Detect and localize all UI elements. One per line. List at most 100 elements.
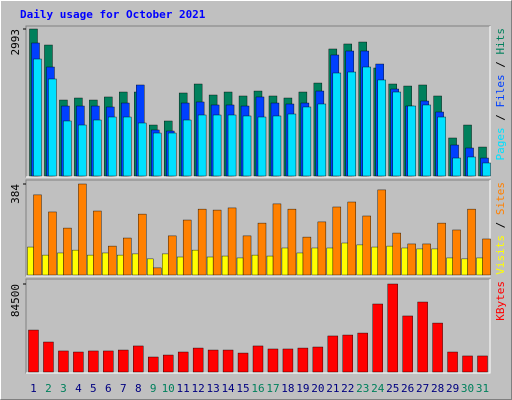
x-tick-label: 26 (401, 382, 414, 395)
bar (147, 258, 154, 276)
bar (287, 113, 297, 177)
bar (197, 208, 207, 276)
x-tick-label: 3 (60, 382, 67, 395)
bar (118, 349, 129, 373)
bar (73, 351, 84, 373)
bar (27, 246, 34, 276)
plot-bevel (26, 279, 491, 374)
bar (191, 249, 199, 276)
x-tick-label: 15 (236, 382, 249, 395)
x-tick-label: 13 (206, 382, 219, 395)
plot-bevel (26, 26, 491, 178)
bar (332, 206, 342, 276)
x-tick-label: 10 (162, 382, 175, 395)
bar (257, 116, 267, 177)
bar (167, 132, 177, 177)
x-tick-label: 28 (431, 382, 444, 395)
bar (432, 322, 443, 373)
bar (237, 352, 249, 373)
bar (78, 124, 87, 177)
bar (221, 255, 229, 276)
x-tick-label: 14 (221, 382, 235, 395)
bar (108, 245, 117, 276)
bar (28, 329, 39, 373)
x-tick-label: 2 (45, 382, 52, 395)
x-tick-label: 9 (150, 382, 157, 395)
bar (252, 345, 264, 373)
x-tick-label: 29 (446, 382, 459, 395)
bar (462, 355, 473, 373)
x-tick-label: 1 (30, 382, 37, 395)
x-tick-label: 8 (135, 382, 142, 395)
x-tick-label: 18 (281, 382, 294, 395)
bar (467, 208, 476, 276)
bar (407, 243, 416, 276)
bar (42, 254, 49, 276)
bar (332, 72, 342, 177)
bar (43, 341, 54, 373)
bar (251, 254, 259, 276)
bar (326, 247, 334, 276)
bar (327, 335, 339, 373)
bar (287, 208, 297, 276)
x-tick-label: 17 (266, 382, 279, 395)
bar (362, 66, 371, 177)
x-tick-label: 25 (386, 382, 399, 395)
bar (33, 58, 42, 177)
bar (437, 222, 446, 276)
x-tick-label: 24 (371, 382, 385, 395)
bar (296, 252, 304, 276)
x-tick-label: 22 (341, 382, 354, 395)
bar (272, 203, 282, 276)
bar (452, 157, 461, 177)
bar (267, 348, 279, 373)
bar (123, 116, 132, 177)
y-tick-label: 2993 (9, 29, 22, 56)
legend: KBytes (494, 281, 507, 321)
bar (58, 350, 69, 373)
bar (103, 350, 114, 373)
bar (227, 114, 237, 177)
bar (477, 355, 488, 373)
bar (392, 91, 401, 177)
bar (357, 332, 368, 373)
bar (317, 221, 327, 276)
legend-separator: / (494, 108, 507, 128)
bar (206, 256, 214, 276)
legend-entry: Files (494, 74, 507, 107)
legend: Visits / Sites (494, 182, 507, 275)
bar (446, 257, 453, 276)
x-tick-label: 27 (416, 382, 429, 395)
bar (93, 119, 102, 177)
bar (78, 183, 87, 276)
bar (207, 349, 219, 373)
bar (482, 162, 491, 177)
x-tick-label: 20 (311, 382, 324, 395)
x-tick-label: 4 (75, 382, 82, 395)
bar (272, 115, 282, 177)
bar (227, 207, 237, 276)
bar (371, 246, 378, 276)
bar (281, 247, 289, 276)
x-tick-label: 19 (296, 382, 309, 395)
x-tick-label: 21 (326, 382, 339, 395)
bar (341, 242, 349, 276)
x-tick-label: 12 (192, 382, 205, 395)
bar (48, 211, 57, 276)
x-tick-label: 16 (251, 382, 264, 395)
bar (33, 194, 42, 276)
bar (102, 252, 109, 276)
bar (138, 213, 147, 276)
bar (138, 122, 147, 177)
bar (347, 71, 357, 177)
bar (212, 209, 222, 276)
bar (312, 346, 324, 373)
bar (257, 222, 267, 276)
bar (387, 283, 398, 373)
bar (386, 245, 393, 276)
bar (302, 236, 312, 276)
bar (401, 247, 408, 276)
bar (162, 354, 174, 373)
bar (377, 79, 386, 177)
